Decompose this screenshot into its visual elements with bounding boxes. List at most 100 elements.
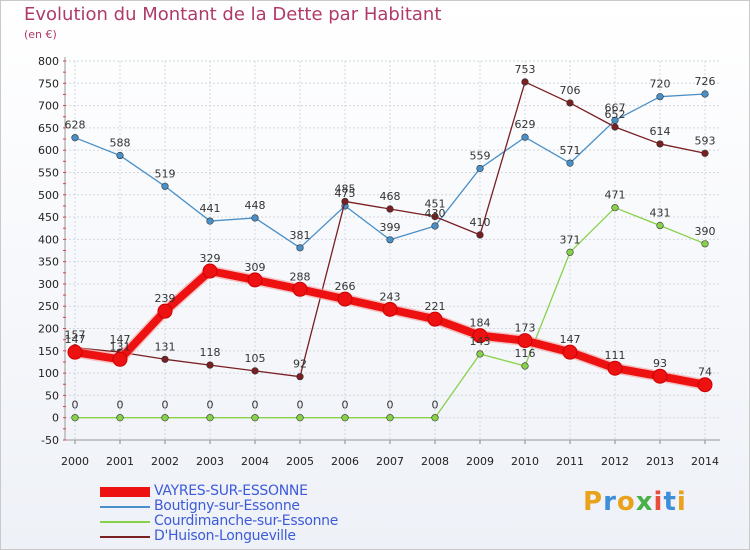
- data-point-vayres: [112, 351, 128, 367]
- data-point-boutigny: [656, 93, 664, 101]
- logo-letter: o: [616, 487, 636, 517]
- data-point-courdimanche: [206, 414, 214, 422]
- data-point-vayres: [337, 291, 353, 307]
- data-label-vayres: 288: [290, 270, 311, 283]
- data-label-boutigny: 519: [155, 167, 176, 180]
- data-label-courdimanche: 0: [342, 399, 349, 412]
- data-label-courdimanche: 0: [72, 399, 79, 412]
- data-label-huison: 753: [515, 63, 536, 76]
- data-label-vayres: 243: [380, 290, 401, 303]
- x-tick-label: 2013: [646, 455, 674, 468]
- data-label-huison: 147: [110, 333, 131, 346]
- legend-label-huison: D'Huison-Longueville: [154, 528, 296, 544]
- data-label-huison: 593: [695, 134, 716, 147]
- data-point-courdimanche: [521, 362, 529, 370]
- data-point-courdimanche: [701, 240, 709, 248]
- data-label-courdimanche: 0: [387, 399, 394, 412]
- data-label-vayres: 131: [110, 340, 131, 353]
- data-label-courdimanche: 0: [162, 399, 169, 412]
- data-label-courdimanche: 431: [650, 207, 671, 220]
- x-tick-label: 2012: [601, 455, 629, 468]
- data-label-courdimanche: 0: [252, 399, 259, 412]
- data-point-boutigny: [71, 134, 79, 142]
- y-tick-label: 200: [38, 323, 59, 336]
- data-point-huison: [476, 231, 484, 239]
- y-tick-label: 0: [52, 412, 59, 425]
- y-tick-label: 700: [38, 100, 59, 113]
- data-label-boutigny: 588: [110, 137, 131, 150]
- data-point-boutigny: [386, 236, 394, 244]
- data-point-courdimanche: [296, 414, 304, 422]
- data-point-huison: [431, 213, 439, 221]
- data-point-huison: [701, 149, 709, 157]
- data-label-vayres: 111: [605, 349, 626, 362]
- data-point-boutigny: [701, 90, 709, 98]
- data-label-huison: 92: [293, 358, 307, 371]
- data-label-boutigny: 571: [560, 144, 581, 157]
- y-tick-label: 150: [38, 345, 59, 358]
- data-point-boutigny: [476, 164, 484, 173]
- data-point-courdimanche: [386, 414, 394, 422]
- data-label-vayres: 221: [425, 300, 446, 313]
- data-label-boutigny: 399: [380, 221, 401, 234]
- data-label-huison: 614: [650, 125, 671, 138]
- legend-label-vayres: VAYRES-SUR-ESSONNE: [154, 483, 308, 499]
- data-label-courdimanche: 0: [432, 399, 439, 412]
- data-label-huison: 410: [470, 216, 491, 229]
- data-point-vayres: [472, 328, 488, 344]
- x-tick-label: 2008: [421, 455, 449, 468]
- data-point-huison: [161, 355, 169, 363]
- y-tick-label: -50: [41, 434, 59, 447]
- x-tick-label: 2004: [241, 455, 269, 468]
- data-point-vayres: [202, 263, 218, 279]
- data-point-vayres: [607, 360, 623, 376]
- x-tick-label: 2002: [151, 455, 179, 468]
- data-point-courdimanche: [611, 204, 619, 212]
- data-point-vayres: [382, 301, 398, 317]
- data-label-boutigny: 726: [695, 75, 716, 88]
- data-label-boutigny: 475: [335, 187, 356, 200]
- data-label-boutigny: 628: [65, 119, 86, 132]
- data-label-huison: 118: [200, 346, 221, 359]
- chart-unit-label: (en €): [24, 28, 57, 41]
- data-point-boutigny: [296, 244, 304, 252]
- data-label-boutigny: 720: [650, 78, 671, 91]
- y-tick-label: 650: [38, 122, 59, 135]
- y-tick-label: 400: [38, 233, 59, 246]
- data-point-vayres: [517, 333, 533, 349]
- y-tick-label: 50: [45, 389, 59, 402]
- data-point-vayres: [67, 344, 83, 360]
- y-tick-label: 750: [38, 77, 59, 90]
- data-point-vayres: [292, 281, 308, 297]
- data-point-huison: [566, 99, 574, 107]
- data-label-huison: 706: [560, 84, 581, 97]
- x-tick-label: 2014: [691, 455, 719, 468]
- data-point-courdimanche: [566, 248, 574, 256]
- y-tick-label: 350: [38, 256, 59, 269]
- data-point-boutigny: [566, 159, 574, 167]
- data-point-huison: [296, 373, 304, 381]
- data-label-courdimanche: 371: [560, 233, 581, 246]
- data-label-huison: 468: [380, 190, 401, 203]
- y-tick-label: 800: [38, 55, 59, 68]
- data-label-huison: 652: [605, 108, 626, 121]
- data-label-vayres: 239: [155, 292, 176, 305]
- data-label-courdimanche: 0: [207, 399, 214, 412]
- data-label-vayres: 266: [335, 280, 356, 293]
- y-tick-label: 100: [38, 367, 59, 380]
- logo-letter: t: [663, 487, 677, 517]
- data-point-huison: [251, 367, 259, 375]
- data-label-huison: 157: [65, 329, 86, 342]
- data-point-courdimanche: [476, 350, 484, 358]
- data-point-huison: [206, 361, 214, 369]
- data-point-boutigny: [521, 133, 529, 141]
- legend-swatch-huison: [100, 536, 150, 538]
- x-tick-label: 2011: [556, 455, 584, 468]
- data-label-courdimanche: 143: [470, 335, 491, 348]
- x-tick-label: 2000: [61, 455, 89, 468]
- x-tick-label: 2003: [196, 455, 224, 468]
- data-point-vayres: [427, 311, 443, 327]
- data-point-vayres: [562, 344, 578, 360]
